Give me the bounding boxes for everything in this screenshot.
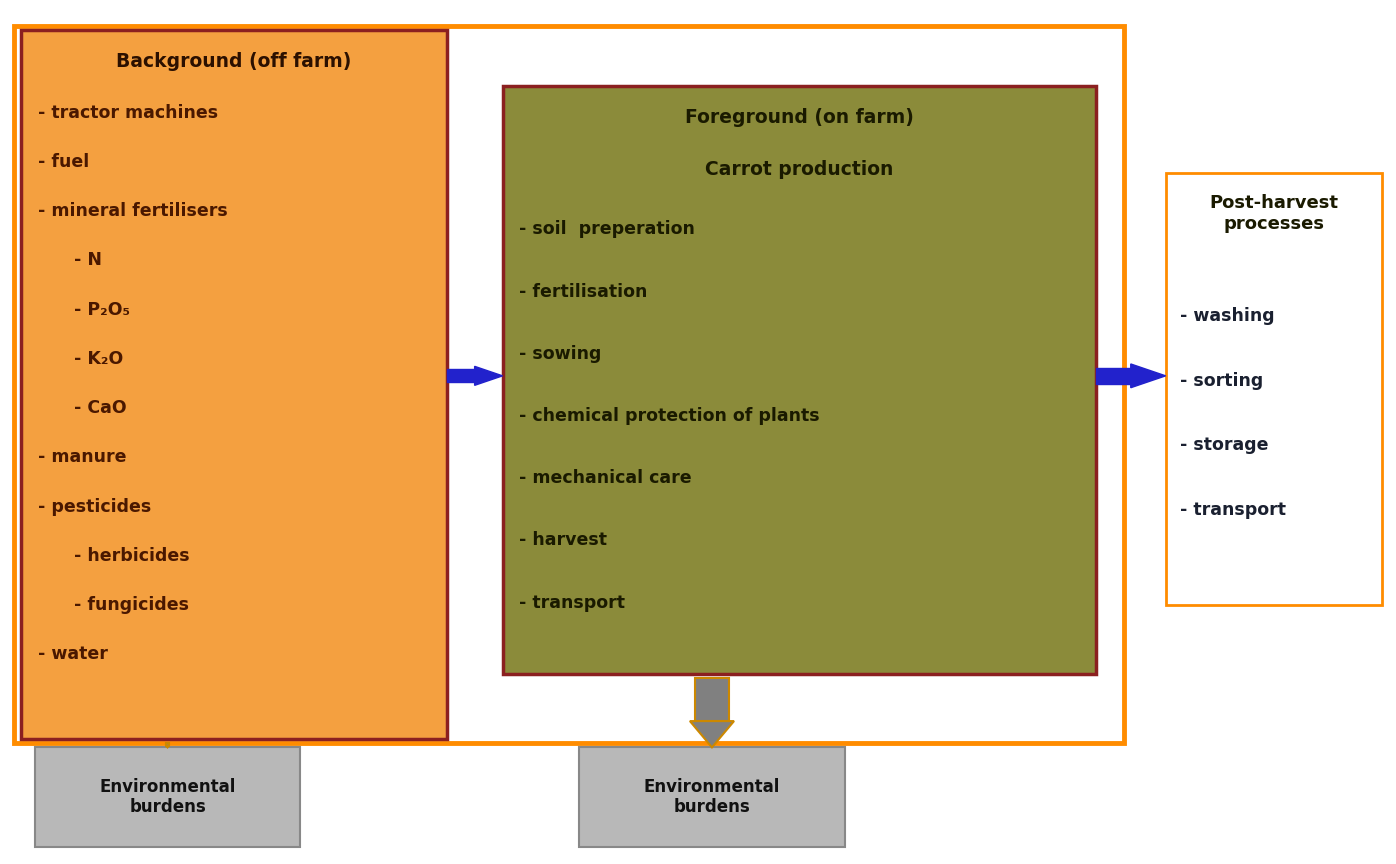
Text: - storage: - storage bbox=[1180, 436, 1268, 454]
Text: - herbicides: - herbicides bbox=[38, 547, 190, 565]
Polygon shape bbox=[1131, 364, 1166, 388]
Text: - transport: - transport bbox=[1180, 501, 1286, 519]
Text: - chemical protection of plants: - chemical protection of plants bbox=[519, 407, 819, 425]
Text: - harvest: - harvest bbox=[519, 531, 607, 550]
Text: Post-harvest
processes: Post-harvest processes bbox=[1209, 194, 1339, 233]
Text: - P₂O₅: - P₂O₅ bbox=[38, 301, 130, 319]
Text: - water: - water bbox=[38, 645, 107, 664]
Text: Carrot production: Carrot production bbox=[705, 160, 893, 179]
Text: Environmental
burdens: Environmental burdens bbox=[644, 778, 780, 816]
FancyBboxPatch shape bbox=[1166, 173, 1382, 605]
Text: - transport: - transport bbox=[519, 594, 625, 612]
Text: - N: - N bbox=[38, 251, 102, 270]
Polygon shape bbox=[475, 366, 503, 385]
Text: - sorting: - sorting bbox=[1180, 372, 1263, 390]
FancyBboxPatch shape bbox=[447, 369, 475, 383]
Text: - fertilisation: - fertilisation bbox=[519, 283, 648, 301]
Text: - tractor machines: - tractor machines bbox=[38, 104, 218, 122]
Text: Environmental
burdens: Environmental burdens bbox=[99, 778, 236, 816]
FancyBboxPatch shape bbox=[1096, 368, 1131, 384]
Text: - pesticides: - pesticides bbox=[38, 498, 151, 516]
Polygon shape bbox=[166, 746, 169, 747]
FancyBboxPatch shape bbox=[695, 678, 729, 721]
Text: - fuel: - fuel bbox=[38, 153, 89, 171]
Text: - manure: - manure bbox=[38, 448, 126, 467]
Polygon shape bbox=[690, 721, 734, 747]
FancyBboxPatch shape bbox=[35, 747, 300, 847]
Text: - CaO: - CaO bbox=[38, 399, 126, 417]
FancyBboxPatch shape bbox=[166, 743, 169, 746]
Text: - mechanical care: - mechanical care bbox=[519, 469, 692, 487]
Text: - soil  preperation: - soil preperation bbox=[519, 220, 695, 238]
FancyBboxPatch shape bbox=[579, 747, 845, 847]
Text: Foreground (on farm): Foreground (on farm) bbox=[685, 108, 913, 127]
Text: Background (off farm): Background (off farm) bbox=[116, 52, 352, 71]
Text: - sowing: - sowing bbox=[519, 345, 602, 363]
FancyBboxPatch shape bbox=[503, 86, 1096, 674]
Text: - washing: - washing bbox=[1180, 307, 1275, 325]
Text: - K₂O: - K₂O bbox=[38, 350, 123, 368]
FancyBboxPatch shape bbox=[21, 30, 447, 739]
Text: - fungicides: - fungicides bbox=[38, 596, 188, 614]
Text: - mineral fertilisers: - mineral fertilisers bbox=[38, 202, 228, 220]
